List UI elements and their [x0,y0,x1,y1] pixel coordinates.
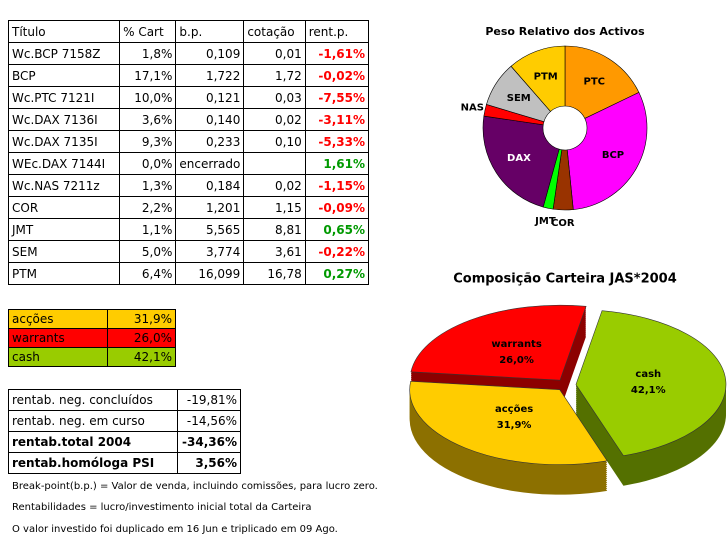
cell: 0,0% [119,152,177,175]
donut-slice [564,45,640,119]
cell: -0,02% [304,64,370,87]
cell: 5,565 [175,218,245,241]
pie-slice [575,310,727,457]
donut-slice [510,45,566,112]
cell: 3,61 [243,240,306,263]
cell: Wc.BCP 7158Z [7,42,121,65]
pie-slice [410,304,587,381]
cell: 0,27% [304,262,370,285]
cell: encerrado [175,152,245,175]
slice-value: 31,9% [497,420,532,431]
cell: 1,15 [243,196,306,219]
cell: PTM [7,262,121,285]
cell: rentab.homóloga PSI [7,452,179,474]
cell: 16,78 [243,262,306,285]
cell: 42,1% [107,347,176,367]
cell: 3,56% [177,452,241,474]
returns-table: rentab. neg. concluídos -19,81% rentab. ne… [7,389,241,474]
donut-slice [566,92,648,210]
cell: 6,4% [119,262,177,285]
note: O valor investido foi duplicado em 16 Ju… [12,524,338,535]
cell: cash [7,347,109,367]
donut-slice [482,115,560,208]
cell: 0,121 [175,86,245,109]
slice-label: COR [551,218,575,229]
cell: 26,0% [107,328,176,348]
cell: warrants [7,328,109,348]
cell: 1,1% [119,218,177,241]
row: Wc.BCP 7158Z 1,8% 0,109 0,01 -1,61% [7,42,370,65]
cell: 3,6% [119,108,177,131]
pie-slice [409,380,608,465]
row: Wc.DAX 7135I 9,3% 0,233 0,10 -5,33% [7,130,370,153]
slice-label: cash [635,369,661,380]
row: rentab. neg. em curso -14,56% [7,410,241,432]
slice-label: DAX [507,153,531,164]
slice-label: acções [495,404,533,415]
cell: rent.p. [304,20,370,43]
row: Wc.NAS 7211z 1,3% 0,184 0,02 -1,15% [7,174,370,197]
row: Wc.PTC 7121I 10,0% 0,121 0,03 -7,55% [7,86,370,109]
cell: -14,56% [177,410,241,432]
slice-label: PTC [584,76,606,87]
cell: -1,15% [304,174,370,197]
slice-value: 26,0% [499,355,534,366]
cell: 16,099 [175,262,245,285]
chart-title: Composição Carteira JAS*2004 [453,272,677,287]
cell: 1,72 [243,64,306,87]
cell: 1,3% [119,174,177,197]
cell: 0,01 [243,42,306,65]
slice-label: BCP [602,150,624,161]
cell: -19,81% [177,389,241,411]
row: JMT 1,1% 5,565 8,81 0,65% [7,218,370,241]
slice-label: PTM [534,72,558,83]
row: BCP 17,1% 1,722 1,72 -0,02% [7,64,370,87]
positions-table: Título% Cart b.p. cotação rent.p. Wc.BCP 715… [7,20,370,285]
chart-title: Peso Relativo dos Activos [485,25,645,38]
note: Rentabilidades = lucro/investimento inic… [12,502,312,513]
slice-label: warrants [491,339,541,350]
cell: rentab. neg. em curso [7,410,179,432]
row: Wc.DAX 7136I 3,6% 0,140 0,02 -3,11% [7,108,370,131]
cell: 5,0% [119,240,177,263]
cell: 9,3% [119,130,177,153]
row: rentab.homóloga PSI 3,56% [7,452,241,474]
cell: 10,0% [119,86,177,109]
allocation-table: acções 31,9% warrants 26,0% cash 42,1% [7,309,176,367]
cell: -3,11% [304,108,370,131]
note: Break-point(b.p.) = Valor de venda, incl… [12,481,378,492]
slice-label: SEM [507,93,531,104]
cell: -1,61% [304,42,370,65]
cell: -7,55% [304,86,370,109]
row: Título% Cart b.p. cotação rent.p. [7,20,370,43]
cell: Wc.PTC 7121I [7,86,121,109]
slice-value: 42,1% [631,385,666,396]
cell: -5,33% [304,130,370,153]
cell: 31,9% [107,309,176,329]
row: warrants 26,0% [7,328,176,348]
slice-label: NAS [461,102,484,113]
row: cash 42,1% [7,347,176,367]
slice-label: JMT [534,216,556,227]
cell: Wc.DAX 7136I [7,108,121,131]
cell: rentab.total 2004 [7,431,179,453]
cell: 1,61% [304,152,370,175]
cell: 0,184 [175,174,245,197]
row: PTM 6,4% 16,099 16,78 0,27% [7,262,370,285]
cell: 1,722 [175,64,245,87]
